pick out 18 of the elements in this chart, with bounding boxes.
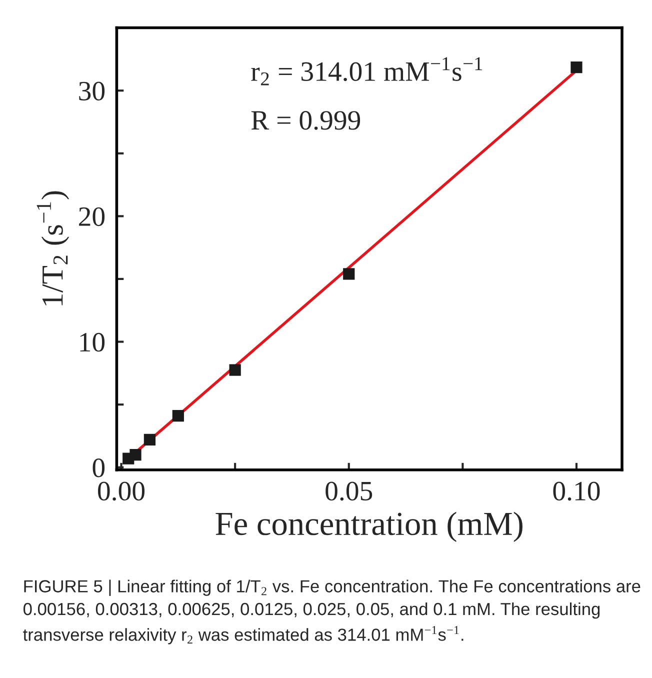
- annotation: r$_{2}$ = 314.01 mM$^{−1}$s$^{−1}$: [251, 57, 482, 86]
- annotation: R = 0.999: [251, 111, 360, 130]
- y-axis-title: 1/T$_{2}$ (s$^{−1}$): [36, 191, 70, 306]
- point: [570, 62, 582, 74]
- y-tick-label: 30: [79, 82, 105, 100]
- y-tick-label: 0: [92, 458, 105, 478]
- point: [130, 448, 142, 461]
- y-tick-label: 20: [79, 207, 105, 226]
- x-axis-title: Fe concentration (mM): [216, 512, 522, 542]
- x-tick-label: 0.00: [98, 482, 145, 501]
- text: FIGURE 5 | Linear fitting of 1/T$_{2}$ vs. Fe concentration. The Fe concentrations are 0.00156, 0.00313, 0.00625, 0.0125, 0.025, 0.05, and 0.1 mM. The resulting transverse relaxivity r$_{2}$ was estimated as 314.01 mM$^{−1}$s$^{−1}$.: [23, 580, 640, 644]
- point: [144, 434, 156, 446]
- point: [172, 410, 184, 422]
- x-tick-label: 0.05: [326, 482, 372, 501]
- point: [229, 364, 241, 376]
- x-tick-label: 0.10: [553, 482, 600, 501]
- y-tick-label: 10: [80, 332, 105, 352]
- point: [343, 268, 355, 280]
